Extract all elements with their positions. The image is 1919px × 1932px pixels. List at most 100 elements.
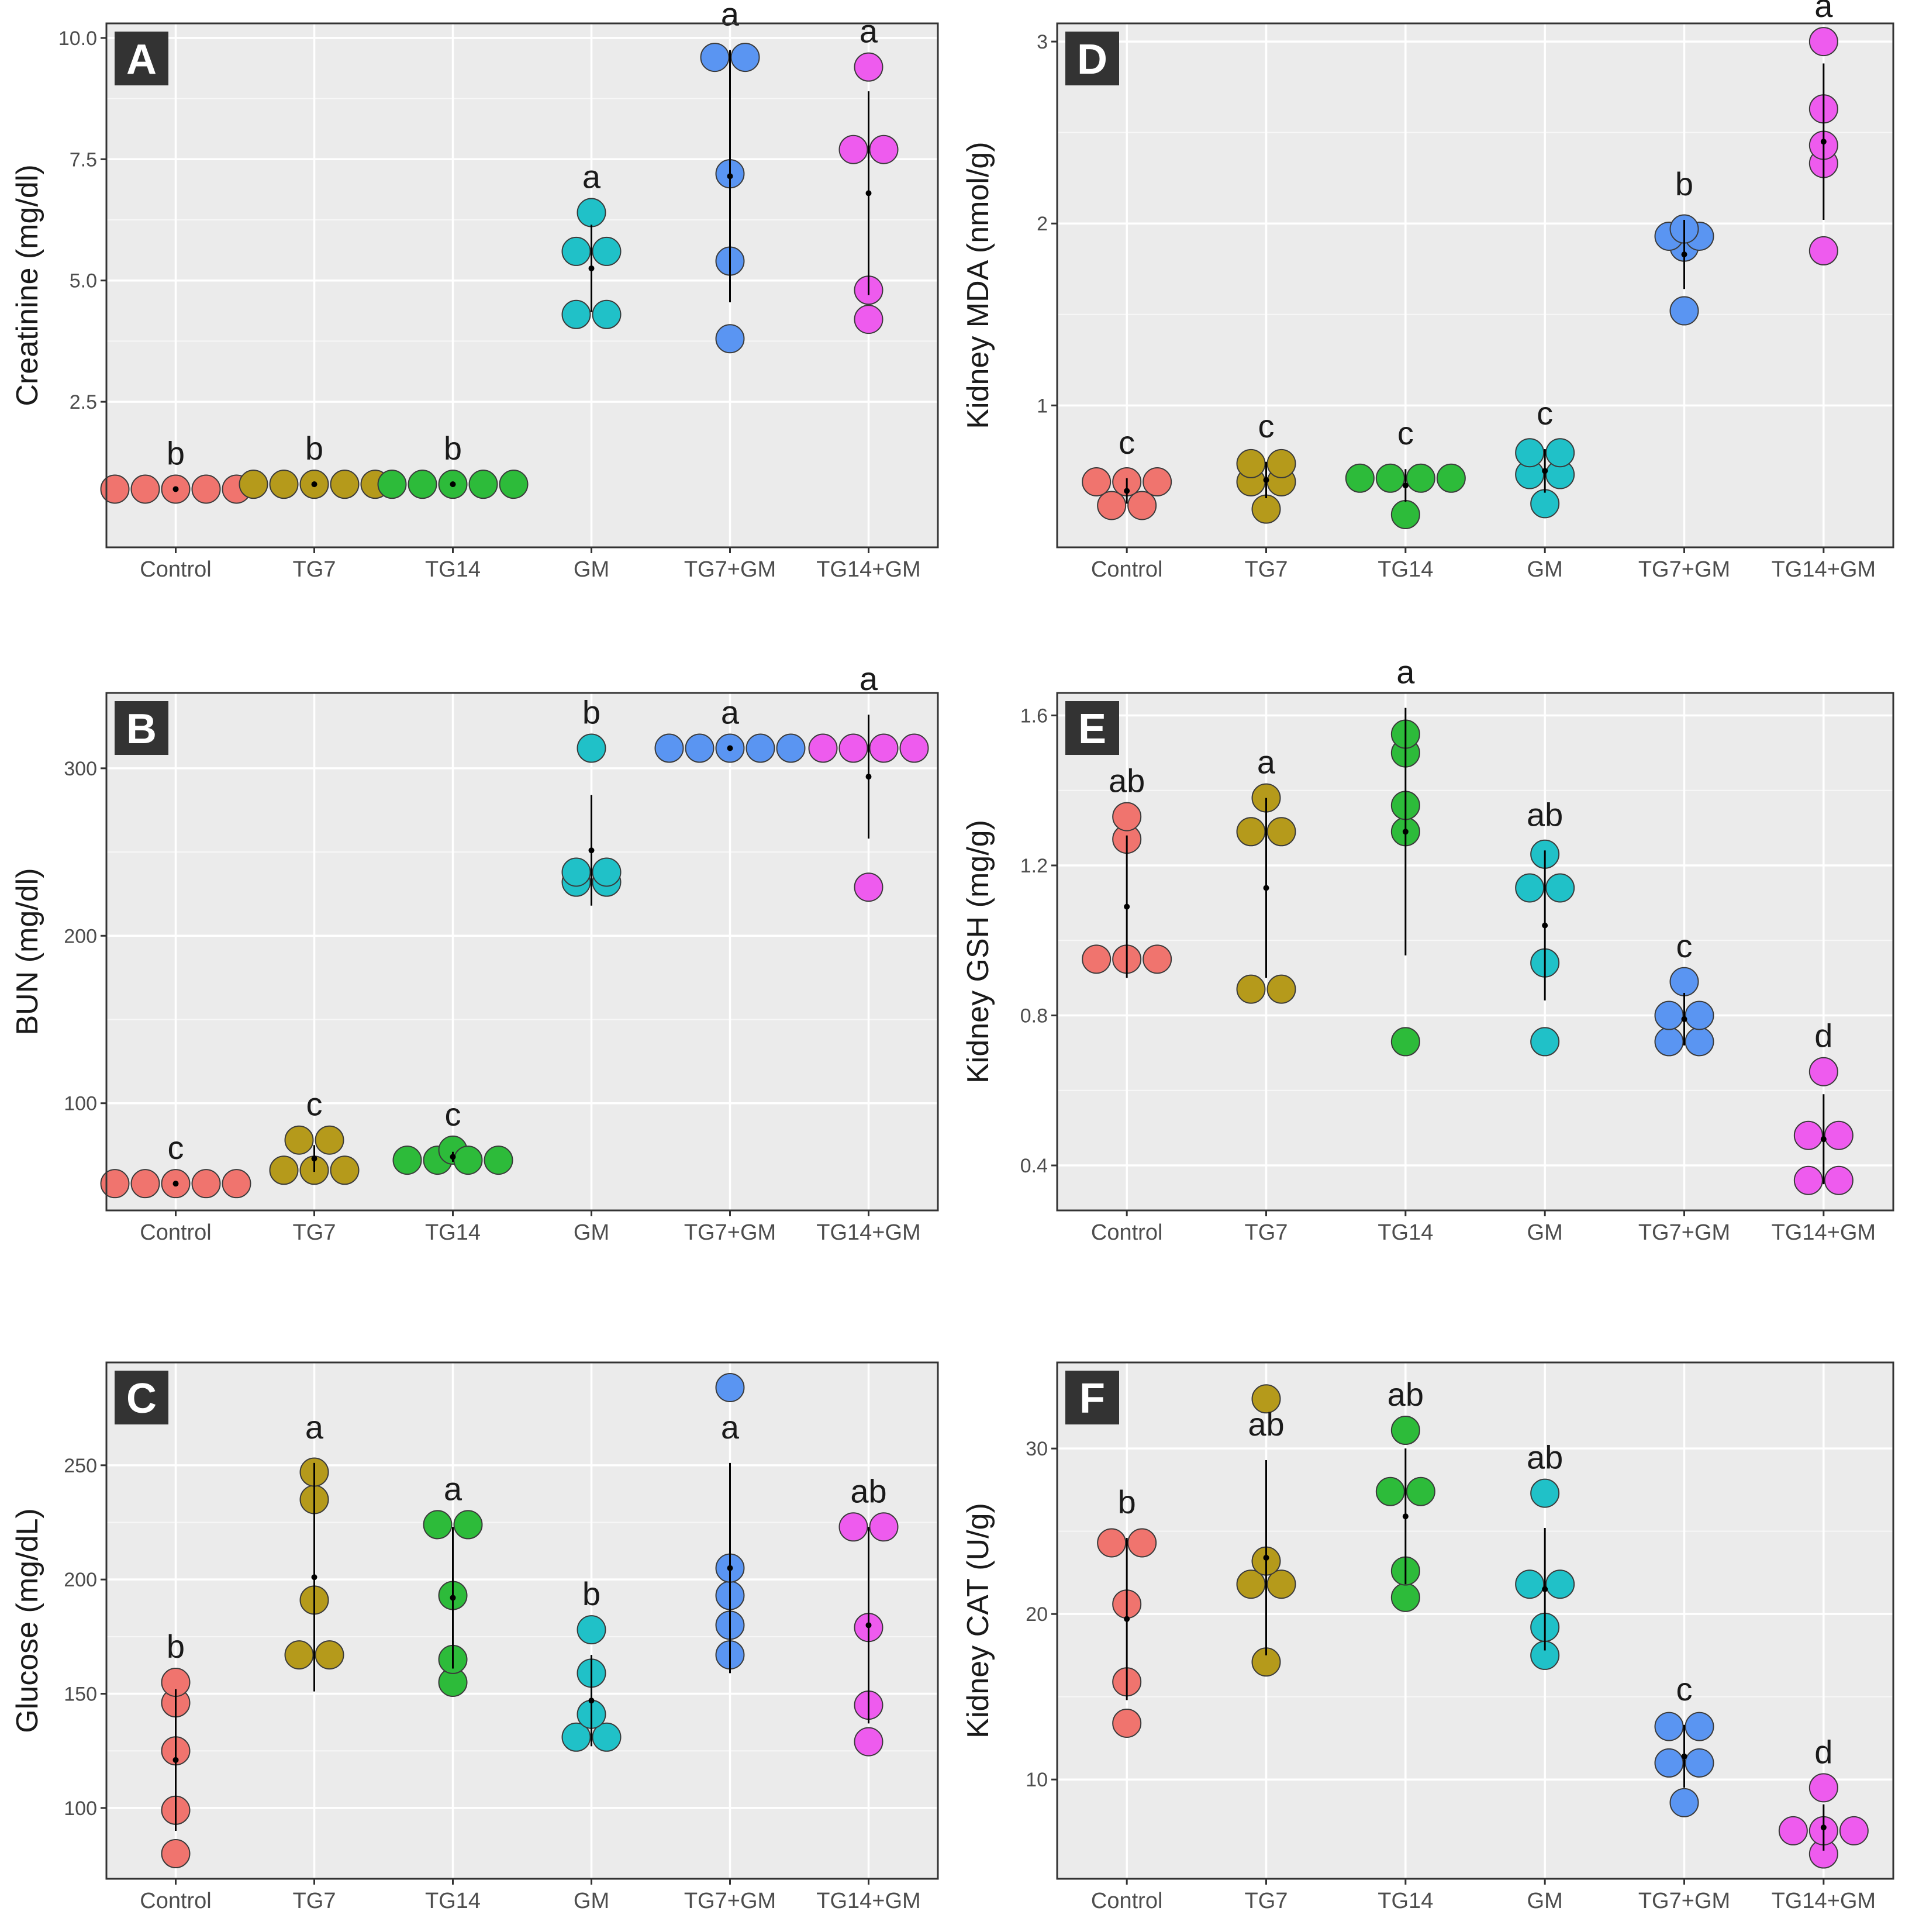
data-point (561, 1722, 591, 1752)
data-point (577, 733, 606, 763)
data-point (854, 52, 883, 82)
data-point (1375, 463, 1405, 493)
x-tick-label: TG7+GM (1638, 557, 1730, 582)
panel-tag (1065, 701, 1119, 755)
x-tick-label: TG14 (1378, 1889, 1433, 1913)
data-point (1266, 974, 1296, 1004)
group-gm: b (561, 1575, 622, 1752)
data-point (577, 198, 606, 227)
data-point (1406, 1476, 1435, 1506)
data-point (1390, 1582, 1420, 1612)
data-point (1436, 463, 1466, 493)
data-point (1685, 1027, 1714, 1057)
group-control: ab (1082, 763, 1172, 978)
data-point (1236, 817, 1266, 847)
panel-tag (115, 32, 168, 85)
y-axis-title: Kidney CAT (U/g) (961, 1503, 995, 1738)
y-tick-label: 20 (1026, 1603, 1048, 1626)
group-tg7: c (1236, 408, 1296, 524)
x-tick-label: TG7 (293, 1889, 336, 1913)
y-tick-label: 300 (64, 758, 97, 780)
x-tick-label: TG14 (1378, 1220, 1433, 1245)
data-point (1390, 500, 1420, 529)
data-point (1545, 873, 1575, 903)
data-point (869, 134, 899, 164)
data-point (1654, 1712, 1684, 1741)
group-control: b (161, 1628, 191, 1869)
group-tg14: a (1390, 654, 1420, 1057)
x-tick-label: Control (1091, 1220, 1163, 1245)
data-point (1082, 944, 1112, 974)
y-tick-label: 0.8 (1020, 1005, 1048, 1027)
x-tick-label: TG7 (293, 557, 336, 582)
plot-background (1057, 23, 1893, 547)
mean-marker (865, 1622, 872, 1629)
significance-label: b (582, 694, 600, 731)
mean-marker (1681, 1753, 1687, 1760)
significance-label: a (721, 1409, 740, 1445)
y-tick-label: 10 (1026, 1769, 1048, 1791)
data-point (715, 1372, 745, 1402)
significance-label: a (1396, 654, 1415, 691)
data-point (1375, 1476, 1405, 1506)
x-tick-label: Control (1091, 557, 1163, 582)
mean-marker (172, 1757, 179, 1763)
x-tick-label: TG14+GM (816, 557, 920, 582)
mean-marker (1124, 488, 1130, 494)
plot-border (1056, 692, 1894, 1212)
significance-label: b (1118, 1484, 1136, 1520)
significance-label: c (1258, 408, 1275, 444)
data-point (1236, 1569, 1266, 1599)
group-gm: c (1515, 395, 1575, 519)
x-tick-label: TG14+GM (816, 1220, 920, 1245)
data-point (1530, 1478, 1560, 1508)
group-tg7: c (269, 1086, 360, 1185)
group-tg7-plus-gm: a (654, 694, 806, 763)
significance-label: a (721, 694, 740, 731)
data-point (1515, 1569, 1545, 1599)
group-tg14-plus-gm: a (1808, 0, 1838, 265)
group-tg14: c (1345, 415, 1466, 529)
mean-marker (1402, 1513, 1409, 1520)
mean-marker (1263, 1554, 1269, 1561)
x-tick-label: TG7+GM (684, 1889, 776, 1913)
data-point (561, 857, 591, 887)
data-point (1778, 1816, 1808, 1845)
mean-marker (1263, 477, 1269, 483)
significance-label: b (444, 430, 462, 467)
x-tick-label: TG14 (1378, 557, 1433, 582)
mean-marker (865, 190, 872, 196)
data-point (1669, 1788, 1699, 1817)
significance-label: ab (850, 1472, 886, 1509)
y-tick-label: 2.5 (70, 391, 97, 413)
data-point (1530, 1027, 1560, 1057)
group-tg14: ab (1375, 1376, 1435, 1612)
y-axis-title: Kidney MDA (nmol/g) (961, 142, 995, 429)
data-point (423, 1510, 453, 1540)
data-point (499, 470, 529, 499)
x-tick-label: TG14 (425, 1220, 481, 1245)
panel-tag-label: B (126, 706, 157, 753)
data-point (776, 733, 806, 763)
significance-label: b (167, 1628, 185, 1665)
panel-b: 100 200 300 Control TG7 TG14 GM TG7+GM TG14+GM c c… (11, 660, 939, 1245)
significance-label: ab (1527, 796, 1563, 833)
group-tg14: a (423, 1470, 483, 1697)
data-point (1236, 448, 1266, 478)
significance-label: a (444, 1470, 463, 1507)
data-point (1390, 1416, 1420, 1445)
data-point (1793, 1120, 1823, 1150)
y-axis-title: Creatinine (mg/dl) (11, 164, 44, 406)
data-point (330, 470, 360, 499)
data-point (130, 474, 160, 504)
mean-marker (311, 481, 317, 488)
significance-label: c (306, 1086, 323, 1123)
significance-label: ab (1388, 1376, 1424, 1413)
data-point (1808, 27, 1838, 57)
y-tick-label: 0.4 (1020, 1155, 1048, 1177)
mean-marker (311, 1574, 317, 1581)
y-tick-label: 250 (64, 1455, 97, 1477)
x-tick-label: TG14+GM (816, 1889, 920, 1913)
data-point (869, 1512, 899, 1542)
data-point (1824, 1120, 1854, 1150)
